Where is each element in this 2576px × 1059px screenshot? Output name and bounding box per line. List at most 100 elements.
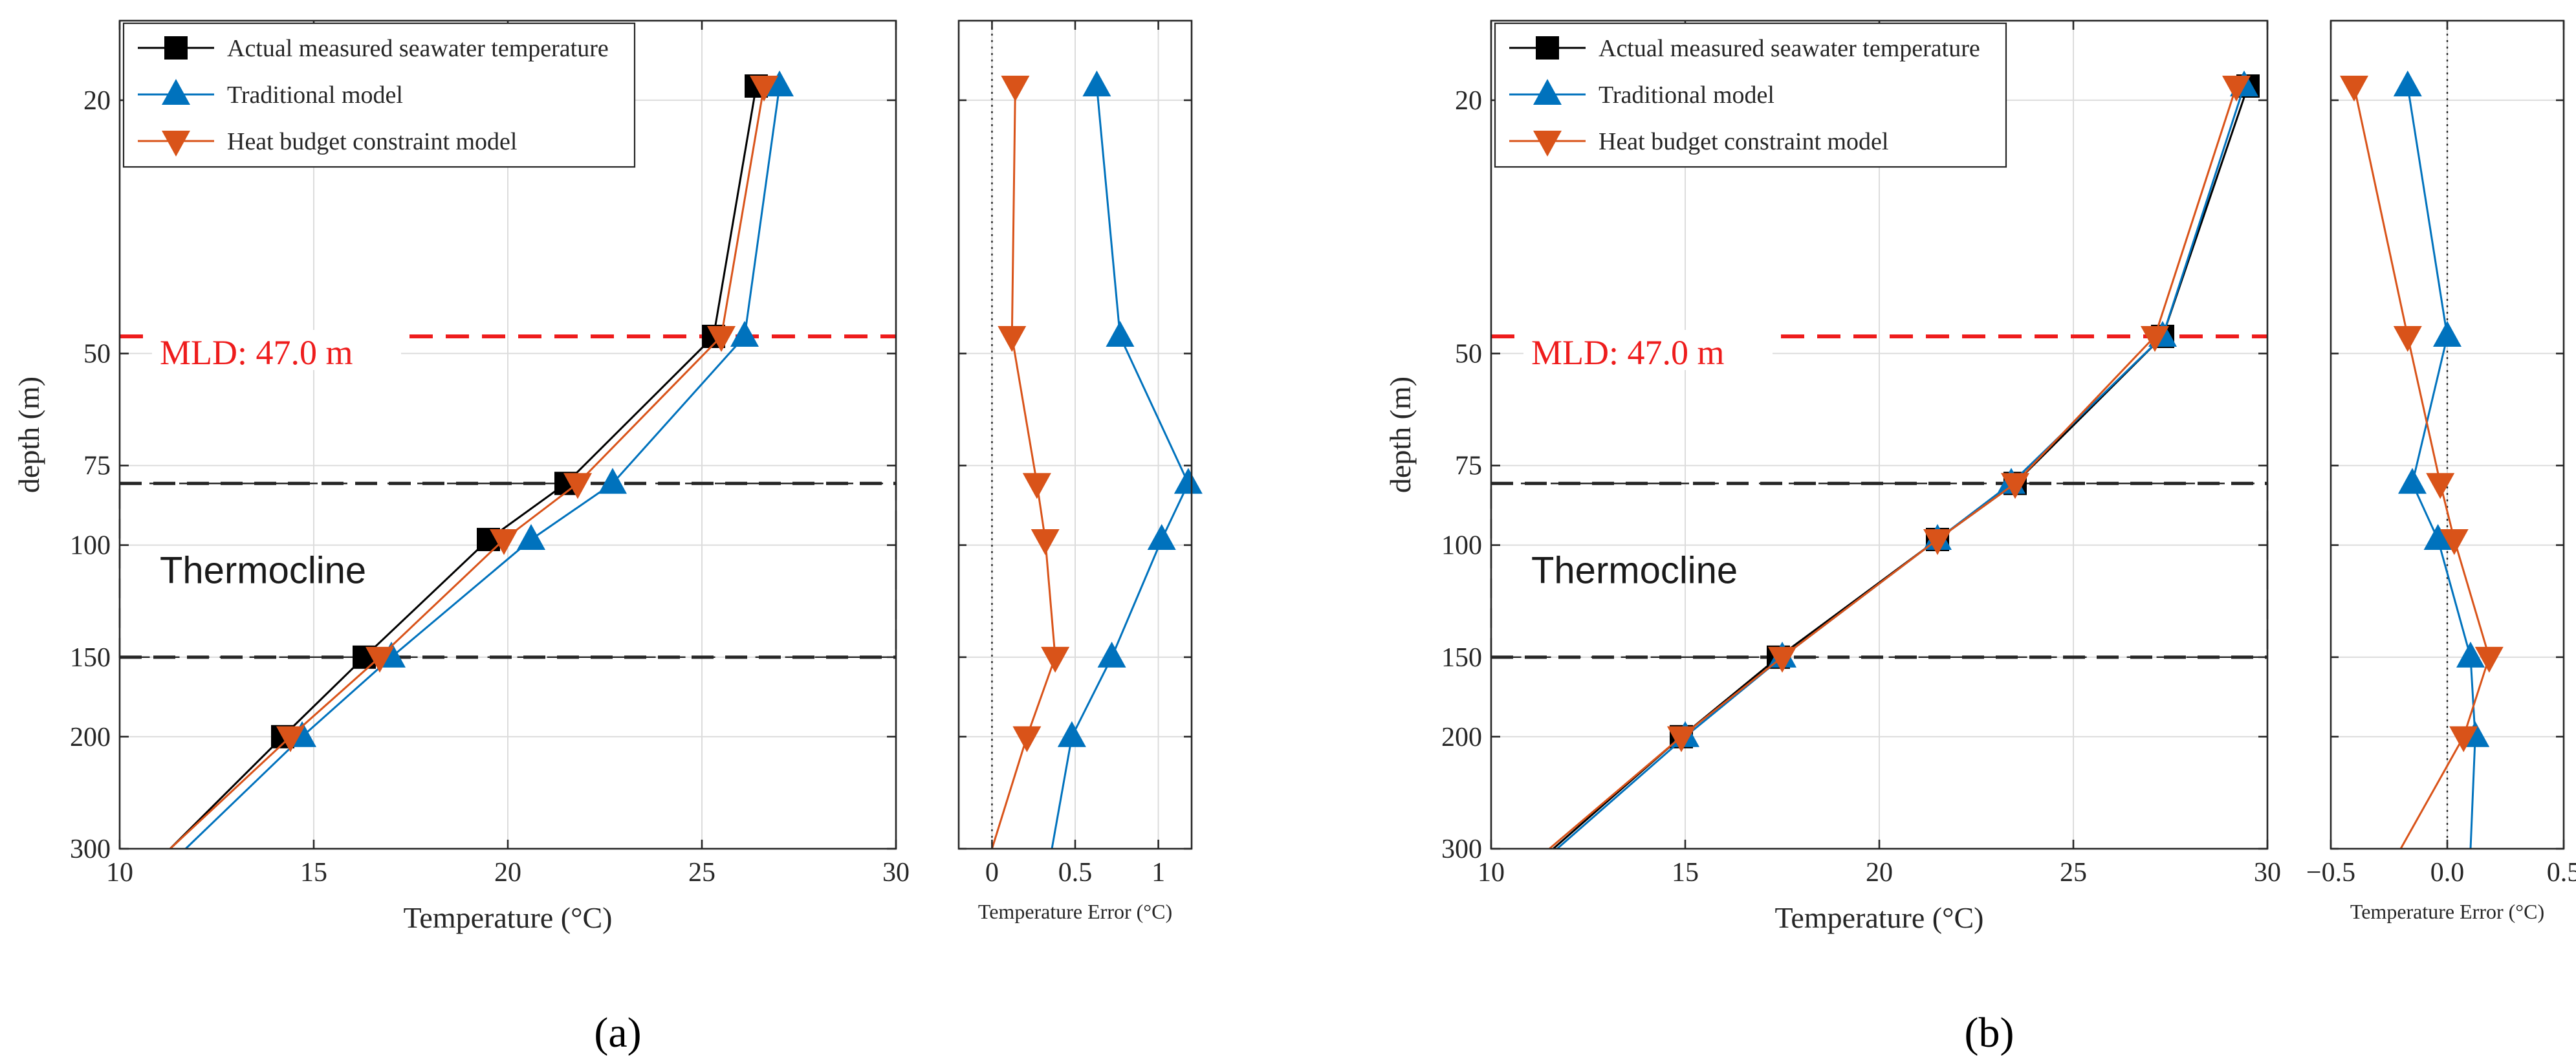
legend-b: Actual measured seawater temperature Trad… (1494, 22, 2007, 168)
y-tick-label: 20 (1455, 86, 1482, 116)
error-series-2-point (1001, 76, 1030, 102)
series-3-point (2141, 325, 2169, 352)
error-x-tick-label: 0.5 (1058, 858, 1093, 888)
temperature-axes-b: Thermocline MLD: 47.0 m 10 15 20 25 30 20 50 75 10… (1384, 19, 2281, 934)
series-2-point (765, 71, 794, 97)
y-tick-label: 100 (1441, 531, 1482, 561)
series-3-point (2222, 76, 2251, 102)
x-tick-label: 15 (300, 858, 327, 888)
y-tick-label: 75 (1455, 452, 1482, 481)
legend-marker-1 (1536, 36, 1559, 60)
legend-marker-3 (162, 131, 190, 157)
series-2-point (517, 523, 545, 550)
y-tick-label: 20 (83, 86, 111, 116)
error-x-tick-label: 1 (1152, 858, 1165, 888)
series-line-3 (1549, 85, 2238, 850)
series-2-point (598, 468, 627, 494)
legend-entry-2: Traditional model (1599, 82, 1774, 109)
panel-label-a: (a) (594, 1009, 641, 1056)
error-series-2-point (1031, 529, 1060, 555)
legend-marker-2 (1533, 79, 1562, 105)
x-axis-label: Temperature (°C) (404, 901, 613, 934)
series-3-point (707, 325, 736, 352)
x-tick-label: 20 (1866, 858, 1893, 888)
error-x-tick-label: −0.5 (2306, 858, 2355, 888)
series-3-point (1923, 529, 1952, 555)
legend-entry-3: Heat budget constraint model (227, 128, 518, 155)
y-tick-label: 150 (70, 643, 111, 673)
error-series-1-point (2456, 641, 2485, 668)
y-tick-label: 150 (1441, 643, 1482, 673)
y-tick-label: 50 (1455, 339, 1482, 369)
error-series-2-point (2440, 529, 2469, 555)
series-3-point (2001, 473, 2029, 499)
x-tick-label: 10 (1478, 858, 1505, 888)
error-series-1-point (2423, 523, 2452, 550)
error-series-1-point (2398, 468, 2427, 494)
error-x-axis-label: Temperature Error (°C) (978, 900, 1172, 923)
mld-label-background (1523, 329, 1773, 370)
error-series-1-point (1173, 468, 1203, 494)
error-series-2-point (998, 325, 1027, 352)
error-series-2-point (1041, 646, 1070, 673)
legend-marker-3 (1533, 131, 1562, 157)
error-series-1-point (2433, 320, 2461, 347)
series-3-point (366, 646, 394, 673)
series-line-3 (169, 85, 765, 850)
y-tick-label: 100 (70, 531, 111, 561)
y-axis-label: depth (m) (12, 377, 45, 493)
mld-label: MLD: 47.0 m (1531, 333, 1725, 372)
error-series-2-point (2426, 473, 2455, 499)
series-3-point (1667, 726, 1696, 752)
legend-marker-1 (164, 36, 188, 60)
error-series-2-point (1022, 473, 1051, 499)
error-axes-a: 0 0.5 1 Temperature Error (°C) (957, 19, 1203, 923)
y-axis-label: depth (m) (1384, 377, 1417, 493)
series-3-point (1768, 646, 1796, 673)
legend-marker-2 (162, 79, 190, 105)
temperature-axes-a: Thermocline MLD: 47.0 m 10 15 20 25 30 20 50 75 10… (12, 19, 910, 934)
mld-label-background (152, 329, 401, 370)
error-x-tick-label: 0.0 (2430, 858, 2465, 888)
legend-entry-1: Actual measured seawater temperature (227, 35, 609, 62)
series-2-point (730, 320, 759, 347)
error-series-1-point (1057, 721, 1086, 747)
series-3-point (276, 726, 305, 752)
y-tick-label: 300 (1441, 835, 1482, 864)
legend-entry-2: Traditional model (227, 82, 403, 109)
series-3-point (563, 473, 592, 499)
series-line-2 (1556, 85, 2245, 850)
error-x-tick-label: 0 (985, 858, 999, 888)
legend-a: Actual measured seawater temperature Trad… (122, 22, 636, 168)
error-series-2-point (2393, 325, 2422, 352)
series-line-1 (1553, 85, 2249, 850)
x-tick-label: 15 (1672, 858, 1699, 888)
x-axis-label: Temperature (°C) (1775, 901, 1984, 934)
y-tick-label: 200 (70, 723, 111, 752)
y-tick-label: 50 (83, 339, 111, 369)
mld-label: MLD: 47.0 m (160, 333, 353, 372)
y-tick-label: 75 (83, 452, 111, 481)
x-tick-label: 25 (688, 858, 715, 888)
thermocline-label: Thermocline (1531, 550, 1738, 592)
legend-entry-1: Actual measured seawater temperature (1599, 35, 1980, 62)
error-series-2-point (2340, 76, 2368, 102)
x-tick-label: 30 (2254, 858, 2281, 888)
error-series-1-point (1082, 71, 1111, 97)
legend-entry-3: Heat budget constraint model (1599, 128, 1889, 155)
series-line-1 (169, 85, 758, 850)
thermocline-label: Thermocline (160, 550, 366, 592)
error-series-1-point (1147, 523, 1176, 550)
y-tick-label: 300 (70, 835, 111, 864)
error-x-tick-label: 0.5 (2547, 858, 2576, 888)
error-series-1-point (2393, 71, 2422, 97)
x-tick-label: 20 (494, 858, 521, 888)
series-3-point (750, 76, 778, 102)
error-series-2-point (1012, 726, 1042, 752)
panel-b: Thermocline MLD: 47.0 m 10 15 20 25 30 20 50 75 10… (1384, 19, 2576, 934)
y-tick-label: 200 (1441, 723, 1482, 752)
x-tick-label: 30 (882, 858, 910, 888)
